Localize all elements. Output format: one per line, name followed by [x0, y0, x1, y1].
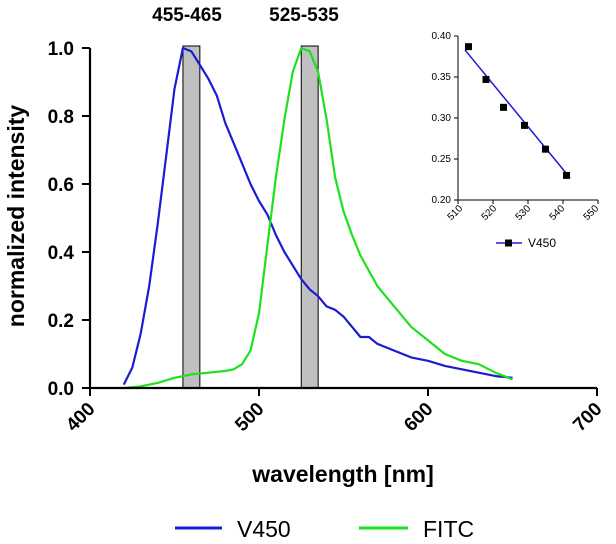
inset-chart: 0.20 0.25 0.30 0.35 0.40 510 520 530 540…: [432, 31, 602, 250]
x-tick-label: 600: [400, 399, 437, 436]
inset-y-tick-label: 0.20: [432, 195, 452, 206]
inset-y-tick-label: 0.25: [432, 154, 452, 165]
series-line-v450: [122, 46, 513, 386]
band-label-1: 455-465: [152, 5, 222, 26]
y-axis-ticks: 0.0 0.2 0.4 0.6 0.8 1.0: [48, 39, 90, 400]
inset-data-point: [482, 75, 490, 83]
y-tick-label: 0.8: [48, 107, 74, 128]
y-tick-label: 0.2: [48, 311, 74, 332]
inset-fit-line: [464, 49, 571, 179]
inset-x-tick-label: 520: [480, 203, 500, 223]
inset-legend-label: V450: [528, 236, 556, 250]
inset-x-tick-labels: 510 520 530 540 550: [446, 203, 602, 223]
inset-x-tick-label: 550: [582, 203, 602, 223]
inset-y-tick-labels: 0.20 0.25 0.30 0.35 0.40: [432, 31, 452, 206]
inset-series: [464, 43, 571, 179]
x-axis-title: wavelength [nm]: [251, 461, 433, 487]
inset-x-tick-label: 540: [548, 203, 568, 223]
inset-legend-marker: [505, 239, 512, 247]
inset-y-tick-label: 0.30: [432, 113, 452, 124]
series-line-fitc: [123, 46, 513, 390]
plot-series: [122, 46, 513, 390]
x-axis-ticks: 400 500 600 700: [62, 388, 607, 436]
legend-label-fitc: FITC: [423, 516, 474, 542]
band-label-2: 525-535: [269, 5, 339, 26]
inset-axis-ticks: [454, 35, 599, 204]
inset-data-point: [521, 121, 528, 129]
inset-y-tick-label: 0.35: [432, 72, 452, 83]
x-tick-label: 700: [569, 399, 606, 436]
inset-data-point: [465, 43, 472, 51]
y-tick-label: 0.6: [48, 175, 74, 196]
filter-bands: [182, 45, 319, 389]
inset-data-point: [563, 171, 570, 179]
legend: V450 FITC: [175, 516, 474, 542]
y-tick-label: 1.0: [48, 39, 74, 60]
y-tick-label: 0.0: [48, 379, 74, 400]
legend-label-v450: V450: [237, 516, 291, 542]
y-tick-label: 0.4: [48, 243, 75, 264]
inset-x-tick-label: 510: [446, 203, 466, 223]
inset-x-tick-label: 530: [514, 203, 534, 223]
x-tick-label: 500: [231, 399, 268, 436]
filter-band-2: [300, 45, 319, 389]
inset-data-point: [542, 145, 549, 153]
y-axis-title: normalized intensity: [3, 105, 29, 328]
band-labels: 455-465 525-535: [152, 5, 339, 26]
inset-y-tick-label: 0.40: [432, 31, 452, 42]
inset-legend: V450: [496, 236, 556, 250]
inset-data-point: [500, 103, 507, 111]
filter-band-1: [182, 45, 201, 389]
main-axes: [88, 48, 597, 390]
x-tick-label: 400: [62, 399, 99, 436]
